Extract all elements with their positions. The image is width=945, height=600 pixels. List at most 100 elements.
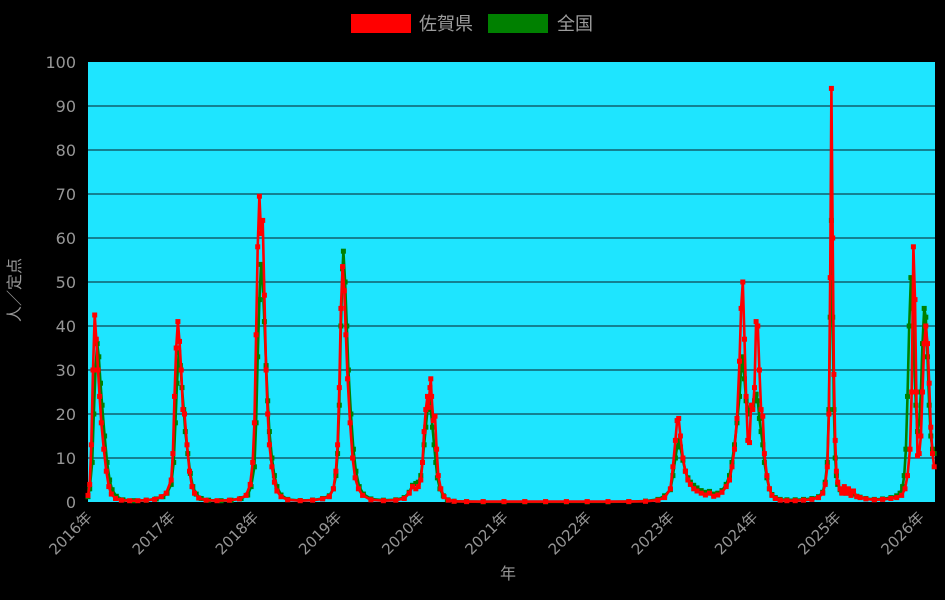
data-point-marker [320, 496, 326, 502]
data-point-marker [907, 446, 913, 452]
data-point-marker [340, 264, 346, 270]
data-point-marker [685, 477, 691, 483]
data-point-marker [97, 393, 103, 399]
y-tick-label: 80 [56, 141, 76, 160]
data-point-marker [769, 492, 775, 498]
data-point-marker [901, 473, 907, 479]
data-point-marker [341, 288, 347, 294]
data-point-marker [421, 429, 427, 435]
data-point-marker [921, 341, 927, 347]
data-point-marker [343, 332, 349, 338]
legend: 佐賀県 全国 [351, 14, 593, 35]
data-point-marker [427, 385, 433, 391]
data-point-marker [777, 497, 783, 503]
data-point-marker [247, 481, 253, 487]
data-point-marker [737, 393, 742, 399]
data-point-marker [428, 376, 434, 382]
data-point-marker [742, 336, 747, 342]
data-point-marker [928, 424, 934, 430]
data-point-marker [429, 393, 435, 399]
data-point-marker [905, 473, 910, 479]
data-point-marker [271, 479, 277, 485]
data-point-marker [102, 433, 108, 439]
data-point-marker [127, 498, 133, 504]
data-point-marker [916, 451, 922, 457]
data-point-marker [871, 497, 877, 503]
data-point-marker [438, 486, 444, 492]
data-point-marker [101, 446, 107, 452]
data-point-marker [848, 492, 854, 498]
data-point-marker [916, 420, 922, 426]
data-point-marker [833, 468, 839, 474]
data-point-marker [832, 437, 838, 443]
data-point-marker [168, 481, 174, 487]
data-point-marker [756, 415, 762, 421]
data-point-marker [184, 442, 190, 448]
data-point-marker [163, 490, 169, 496]
data-point-marker [809, 496, 815, 502]
data-point-marker [263, 367, 269, 373]
data-point-marker [698, 488, 704, 494]
data-point-marker [734, 415, 740, 421]
data-point-marker [87, 481, 93, 487]
data-point-marker [350, 455, 356, 461]
y-tick-label: 40 [56, 317, 76, 336]
data-point-marker [278, 494, 284, 500]
data-point-marker [707, 490, 712, 496]
data-point-marker [178, 367, 184, 373]
data-point-marker [433, 459, 439, 465]
data-point-marker [93, 336, 99, 342]
data-point-marker [920, 389, 925, 395]
data-point-marker [747, 440, 752, 446]
y-tick-label: 30 [56, 361, 76, 380]
data-point-marker [732, 446, 737, 452]
data-point-marker [423, 424, 429, 430]
data-point-marker [906, 323, 912, 329]
data-point-marker [180, 407, 186, 413]
data-point-marker [297, 498, 303, 504]
data-point-marker [340, 248, 346, 254]
data-point-marker [905, 393, 910, 399]
y-tick-label: 0 [66, 493, 76, 512]
y-tick-label: 100 [45, 53, 76, 72]
data-point-marker [98, 380, 103, 386]
data-point-marker [674, 444, 680, 450]
data-point-marker [182, 411, 187, 417]
data-point-marker [784, 498, 790, 504]
data-point-marker [243, 492, 249, 498]
data-point-marker [108, 491, 114, 497]
data-point-marker [662, 495, 668, 501]
data-point-marker [158, 494, 164, 500]
data-point-marker [691, 482, 697, 488]
data-point-marker [176, 349, 182, 355]
data-point-marker [251, 420, 257, 426]
data-point-marker [214, 498, 220, 504]
data-point-marker [824, 464, 830, 470]
data-point-marker [923, 323, 929, 329]
data-point-marker [431, 442, 437, 448]
legend-swatch-saga [351, 14, 411, 33]
data-point-marker [401, 496, 407, 501]
data-point-marker [912, 297, 918, 303]
data-point-marker [910, 244, 916, 250]
data-point-marker [432, 413, 438, 419]
data-point-marker [353, 468, 359, 474]
data-point-marker [828, 85, 834, 91]
data-point-marker [931, 464, 937, 470]
data-point-marker [368, 497, 374, 503]
data-point-marker [902, 486, 908, 492]
y-axis-title: 人／定点 [5, 258, 24, 322]
data-point-marker [676, 437, 682, 443]
data-point-marker [260, 217, 266, 223]
data-point-marker [888, 496, 894, 501]
data-point-marker [89, 459, 95, 465]
data-point-marker [420, 459, 425, 465]
data-point-marker [352, 475, 358, 481]
data-point-marker [894, 495, 900, 501]
data-point-marker [563, 499, 569, 505]
series-layer [85, 85, 937, 505]
data-point-marker [801, 497, 806, 503]
data-point-marker [753, 391, 759, 397]
data-point-marker [106, 484, 112, 490]
